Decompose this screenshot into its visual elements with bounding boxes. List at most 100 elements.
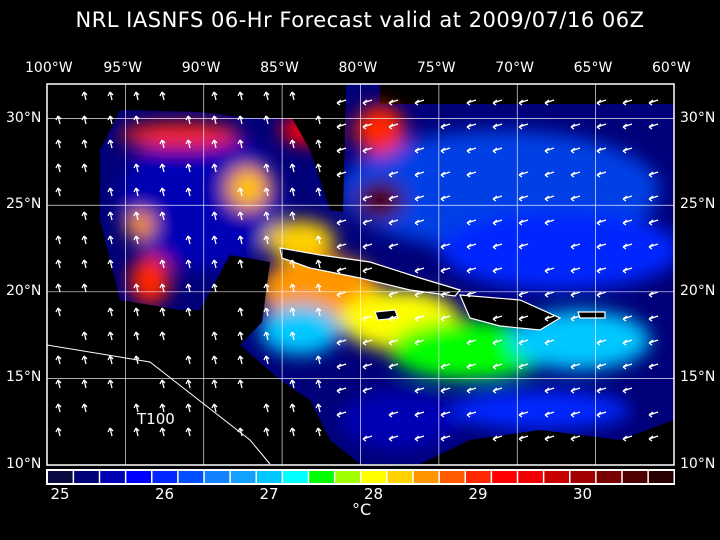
wind-arrow xyxy=(315,427,322,437)
wind-arrow xyxy=(81,259,88,269)
wind-arrow xyxy=(315,283,322,293)
wind-arrow xyxy=(518,339,529,346)
wind-arrow xyxy=(388,123,399,130)
wind-arrow xyxy=(289,307,296,317)
colorbar-swatch xyxy=(74,471,99,483)
lat-label: 15°N xyxy=(6,369,42,386)
wind-arrow xyxy=(185,307,192,317)
wind-arrow xyxy=(81,283,88,293)
layer-label: T100 xyxy=(137,410,175,428)
colorbar-swatch xyxy=(387,471,413,483)
wind-arrow xyxy=(440,315,451,322)
wind-arrow xyxy=(185,355,192,365)
wind-arrow xyxy=(492,123,503,130)
wind-arrow xyxy=(55,427,62,437)
wind-arrow xyxy=(388,219,399,226)
wind-arrow xyxy=(315,403,322,413)
wind-arrow xyxy=(336,147,347,154)
wind-arrow xyxy=(289,163,296,173)
wind-arrow xyxy=(237,91,244,101)
wind-arrow xyxy=(55,403,62,413)
wind-arrow xyxy=(518,171,529,178)
wind-arrow xyxy=(596,99,607,106)
wind-arrow xyxy=(466,411,477,418)
wind-arrow xyxy=(289,187,296,197)
wind-arrow xyxy=(388,315,399,322)
wind-arrow xyxy=(466,291,477,298)
wind-arrow xyxy=(159,91,166,101)
wind-arrow xyxy=(492,363,503,370)
lon-label: 65°W xyxy=(573,60,613,76)
wind-arrow xyxy=(211,235,218,245)
wind-arrow xyxy=(492,147,503,154)
wind-arrow xyxy=(518,315,529,322)
wind-arrow xyxy=(492,339,503,346)
wind-arrow xyxy=(263,403,270,413)
wind-arrow xyxy=(159,307,166,317)
wind-arrow xyxy=(289,331,296,341)
wind-arrow xyxy=(622,267,633,274)
wind-arrow xyxy=(596,267,607,274)
wind-arrow xyxy=(185,259,192,269)
lon-label: 80°W xyxy=(338,60,378,76)
wind-arrow xyxy=(185,283,192,293)
wind-arrow xyxy=(159,211,166,221)
wind-arrow xyxy=(315,187,322,197)
wind-arrow xyxy=(263,187,270,197)
wind-arrow xyxy=(185,139,192,149)
colorbar-swatch xyxy=(48,471,73,483)
wind-arrow xyxy=(466,123,477,130)
lat-label: 10°N xyxy=(680,456,716,472)
wind-arrow xyxy=(622,387,633,394)
wind-arrow xyxy=(336,339,347,346)
wind-arrow xyxy=(159,403,166,413)
wind-arrow xyxy=(289,283,296,293)
wind-arrow xyxy=(622,123,633,130)
wind-arrow xyxy=(518,411,529,418)
wind-arrow xyxy=(336,363,347,370)
wind-arrow xyxy=(159,139,166,149)
wind-arrow xyxy=(237,379,244,389)
wind-arrow xyxy=(336,219,347,226)
wind-arrow xyxy=(263,355,270,365)
wind-arrow xyxy=(492,99,503,106)
lon-label: 60°W xyxy=(652,60,691,76)
wind-arrow xyxy=(185,163,192,173)
wind-arrow xyxy=(544,267,555,274)
wind-arrow xyxy=(466,219,477,226)
wind-arrow xyxy=(414,315,425,322)
colorbar-swatch xyxy=(204,471,230,483)
wind-arrow xyxy=(596,363,607,370)
colorbar-tick-label: 29 xyxy=(468,485,488,503)
wind-arrow xyxy=(263,91,270,101)
wind-arrow xyxy=(81,331,88,341)
wind-arrow xyxy=(263,427,270,437)
wind-arrow xyxy=(81,115,88,125)
wind-arrow xyxy=(107,139,114,149)
wind-arrow xyxy=(440,171,451,178)
wind-arrow xyxy=(159,427,166,437)
wind-arrow xyxy=(648,219,659,226)
colorbar-swatch xyxy=(230,471,256,483)
wind-arrow xyxy=(81,211,88,221)
lat-label: 20°N xyxy=(680,282,716,299)
wind-arrow xyxy=(211,331,218,341)
wind-arrow xyxy=(336,123,347,130)
wind-arrow xyxy=(440,435,451,442)
wind-arrow xyxy=(55,115,62,125)
lat-label: 30°N xyxy=(680,109,716,126)
wind-arrow xyxy=(336,243,347,250)
wind-arrow xyxy=(362,315,373,322)
wind-arrow xyxy=(362,99,373,106)
wind-arrow xyxy=(648,291,659,298)
colorbar-tick-label: 30 xyxy=(573,485,593,503)
lon-label: 90°W xyxy=(181,60,221,76)
wind-arrow xyxy=(492,435,503,442)
wind-arrow xyxy=(596,387,607,394)
wind-arrow xyxy=(133,331,140,341)
wind-arrow xyxy=(159,259,166,269)
wind-arrow xyxy=(544,339,555,346)
wind-arrow xyxy=(388,171,399,178)
colorbar-swatch xyxy=(544,471,569,483)
wind-arrow xyxy=(648,243,659,250)
